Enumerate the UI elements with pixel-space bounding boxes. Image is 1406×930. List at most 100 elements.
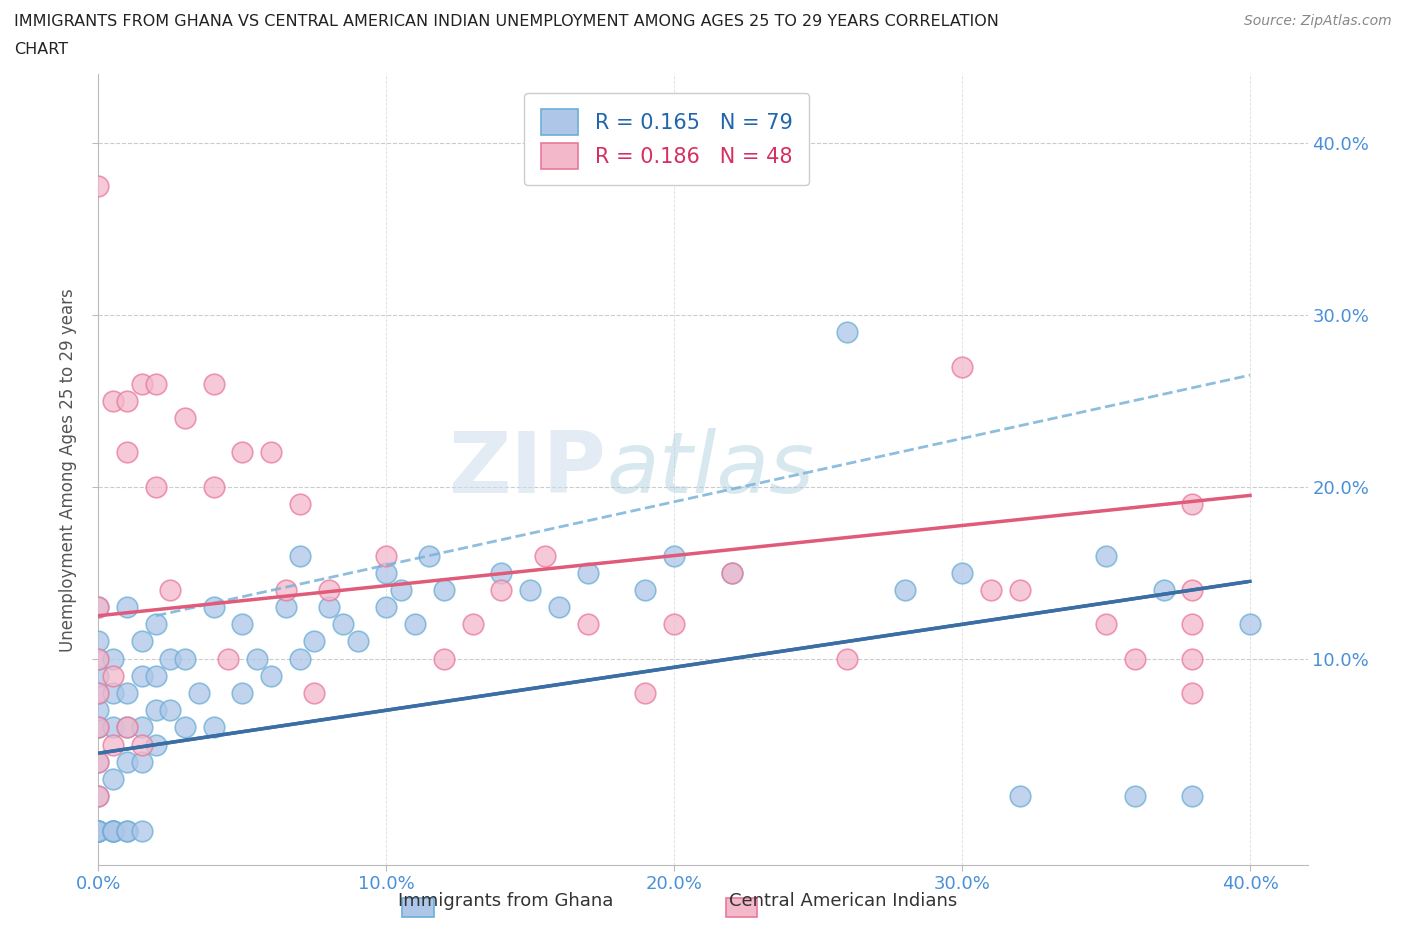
Point: [548, 600, 571, 615]
Point: [87, 823, 110, 838]
Point: [288, 651, 311, 666]
Point: [202, 479, 225, 494]
Point: [1008, 582, 1031, 597]
Point: [720, 565, 742, 580]
Point: [634, 685, 657, 700]
Point: [217, 651, 239, 666]
Point: [231, 445, 253, 460]
Point: [1239, 617, 1261, 631]
Point: [87, 179, 110, 193]
Point: [115, 754, 138, 769]
Point: [202, 720, 225, 735]
Point: [720, 565, 742, 580]
Point: [318, 600, 340, 615]
Text: ZIP: ZIP: [449, 428, 606, 512]
Point: [332, 617, 354, 631]
Point: [519, 582, 541, 597]
Point: [304, 685, 326, 700]
Point: [87, 789, 110, 804]
FancyBboxPatch shape: [725, 898, 758, 917]
Point: [1181, 789, 1204, 804]
Point: [274, 582, 297, 597]
Point: [101, 823, 124, 838]
Point: [1181, 685, 1204, 700]
Point: [260, 669, 283, 684]
Point: [131, 669, 153, 684]
Point: [87, 669, 110, 684]
Point: [87, 634, 110, 649]
Point: [346, 634, 368, 649]
Point: [87, 651, 110, 666]
Point: [433, 651, 456, 666]
Point: [115, 685, 138, 700]
Point: [87, 823, 110, 838]
Point: [145, 737, 167, 752]
Point: [87, 685, 110, 700]
Point: [1123, 651, 1146, 666]
Point: [260, 445, 283, 460]
Point: [950, 565, 973, 580]
Point: [375, 548, 398, 563]
Point: [576, 617, 599, 631]
Point: [131, 823, 153, 838]
Point: [231, 617, 253, 631]
Text: CHART: CHART: [14, 42, 67, 57]
Point: [101, 651, 124, 666]
Point: [145, 669, 167, 684]
Point: [115, 720, 138, 735]
Text: Source: ZipAtlas.com: Source: ZipAtlas.com: [1244, 14, 1392, 28]
Point: [101, 823, 124, 838]
Point: [980, 582, 1002, 597]
Point: [1181, 497, 1204, 512]
Point: [101, 669, 124, 684]
Point: [87, 823, 110, 838]
Point: [115, 823, 138, 838]
Point: [1095, 548, 1118, 563]
Point: [304, 634, 326, 649]
Text: atlas: atlas: [606, 428, 814, 512]
Point: [131, 634, 153, 649]
Point: [87, 703, 110, 718]
Point: [1008, 789, 1031, 804]
Point: [389, 582, 412, 597]
Point: [159, 703, 181, 718]
Point: [202, 600, 225, 615]
Point: [491, 582, 513, 597]
Point: [159, 582, 181, 597]
Point: [1181, 617, 1204, 631]
Point: [87, 685, 110, 700]
Point: [173, 411, 195, 426]
Point: [87, 789, 110, 804]
Point: [246, 651, 269, 666]
Point: [101, 393, 124, 408]
Point: [145, 377, 167, 392]
Point: [634, 582, 657, 597]
Point: [131, 377, 153, 392]
Point: [664, 617, 686, 631]
Point: [101, 823, 124, 838]
Point: [1181, 582, 1204, 597]
Point: [461, 617, 484, 631]
Point: [1095, 617, 1118, 631]
Point: [835, 325, 858, 339]
Text: IMMIGRANTS FROM GHANA VS CENTRAL AMERICAN INDIAN UNEMPLOYMENT AMONG AGES 25 TO 2: IMMIGRANTS FROM GHANA VS CENTRAL AMERICA…: [14, 14, 998, 29]
Point: [576, 565, 599, 580]
Point: [87, 720, 110, 735]
Point: [159, 651, 181, 666]
Point: [87, 720, 110, 735]
Point: [274, 600, 297, 615]
Point: [375, 565, 398, 580]
Point: [101, 737, 124, 752]
Point: [131, 754, 153, 769]
Point: [288, 548, 311, 563]
Text: Central American Indians: Central American Indians: [730, 892, 957, 910]
Point: [115, 823, 138, 838]
Point: [87, 823, 110, 838]
Point: [1123, 789, 1146, 804]
Point: [87, 600, 110, 615]
Point: [87, 754, 110, 769]
Point: [115, 720, 138, 735]
Point: [375, 600, 398, 615]
Point: [418, 548, 440, 563]
Point: [173, 720, 195, 735]
